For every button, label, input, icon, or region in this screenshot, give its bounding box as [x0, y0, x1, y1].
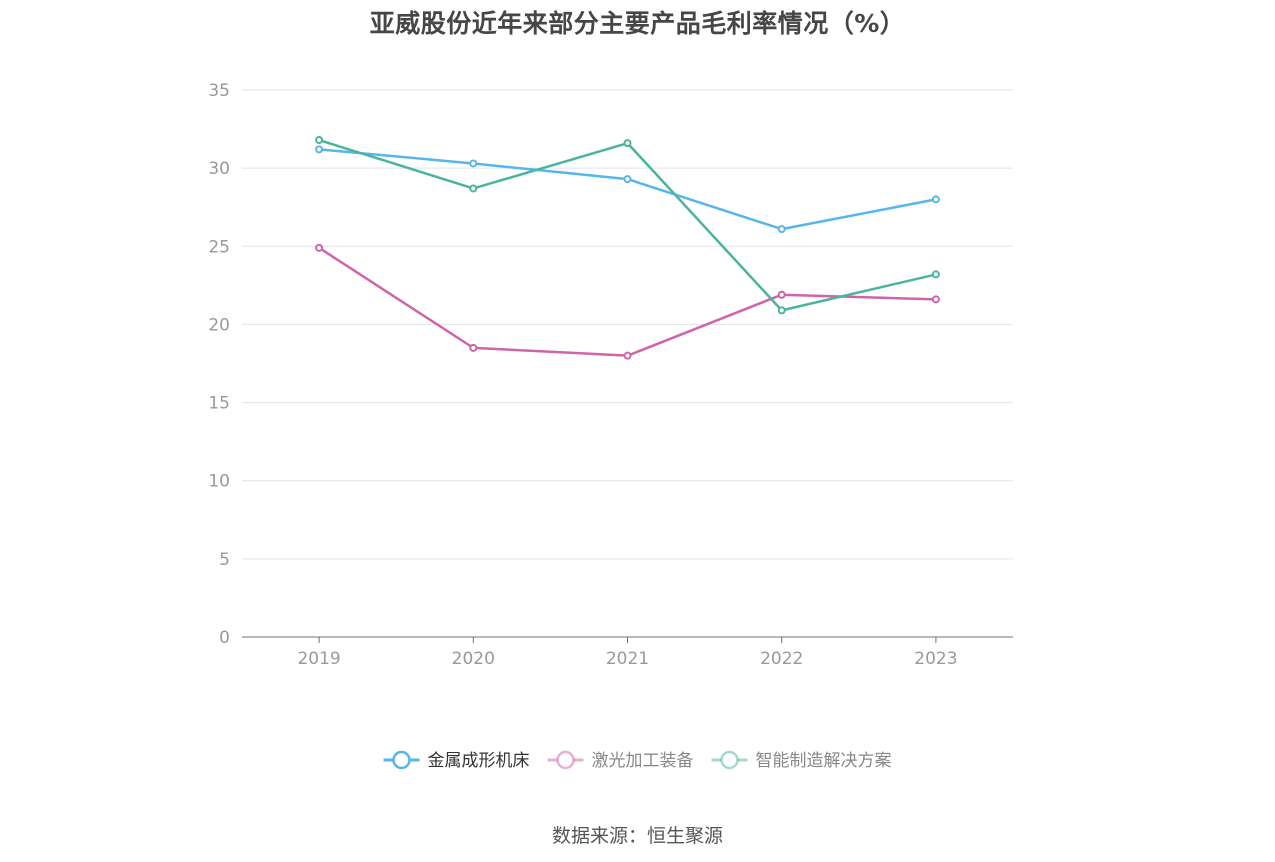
- y-tick-label: 5: [219, 550, 230, 570]
- x-tick-label: 2023: [914, 649, 957, 669]
- x-tick-label: 2022: [760, 649, 803, 669]
- data-point[interactable]: [469, 159, 478, 168]
- y-tick-label: 25: [208, 237, 230, 257]
- x-tick-label: 2020: [452, 649, 495, 669]
- data-point[interactable]: [931, 195, 940, 204]
- y-tick-label: 10: [208, 472, 230, 492]
- legend: 金属成形机床 激光加工装备 智能制造解决方案: [383, 750, 892, 771]
- y-tick-label: 35: [208, 81, 230, 101]
- legend-item[interactable]: 智能制造解决方案: [711, 750, 892, 771]
- data-point[interactable]: [469, 184, 478, 193]
- data-point[interactable]: [469, 343, 478, 352]
- y-tick-label: 20: [208, 315, 230, 335]
- y-tick-label: 0: [219, 628, 230, 648]
- y-tick-label: 30: [208, 159, 230, 179]
- legend-swatch-marker: [556, 750, 575, 770]
- grid-lines: [242, 89, 1013, 560]
- axes: 0 5 10 15 20 25 30 35 2019 2020 2021 2022 2023: [208, 81, 1013, 669]
- data-point[interactable]: [623, 351, 632, 360]
- legend-label: 智能制造解决方案: [756, 751, 892, 771]
- x-tick-label: 2021: [606, 649, 649, 669]
- series-line[interactable]: [318, 138, 937, 312]
- series-line[interactable]: [318, 246, 936, 357]
- data-point[interactable]: [931, 295, 940, 304]
- series-line[interactable]: [318, 148, 937, 231]
- data-point[interactable]: [315, 145, 324, 154]
- data-point[interactable]: [623, 175, 632, 184]
- chart-title: 亚威股份近年来部分主要产品毛利率情况（%）: [369, 9, 906, 38]
- legend-item[interactable]: 激光加工装备: [547, 750, 694, 771]
- data-point[interactable]: [777, 306, 786, 315]
- legend-item[interactable]: 金属成形机床: [383, 750, 530, 771]
- series-lines: [315, 136, 940, 360]
- legend-swatch-marker: [392, 750, 411, 770]
- legend-label: 激光加工装备: [592, 751, 694, 771]
- data-point[interactable]: [777, 290, 786, 299]
- x-tick-label: 2019: [297, 649, 340, 669]
- data-point[interactable]: [315, 136, 324, 145]
- data-point[interactable]: [931, 270, 940, 279]
- y-tick-label: 15: [208, 394, 230, 414]
- legend-swatch-marker: [720, 750, 739, 770]
- legend-label: 金属成形机床: [428, 751, 530, 771]
- data-source: 数据来源：恒生聚源: [551, 825, 723, 847]
- data-point[interactable]: [777, 225, 786, 234]
- data-point[interactable]: [623, 139, 632, 148]
- data-point[interactable]: [315, 243, 324, 252]
